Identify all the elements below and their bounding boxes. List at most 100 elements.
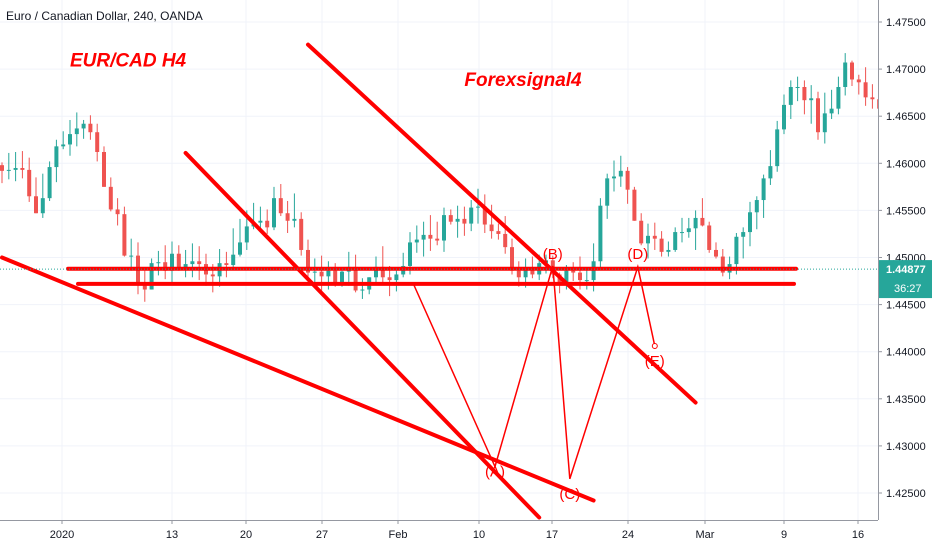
time-tick-label: 17 <box>546 529 558 541</box>
candle-body <box>40 198 45 214</box>
wave-path[interactable] <box>412 264 656 480</box>
candle-body <box>326 270 331 277</box>
candle-body <box>788 86 793 105</box>
candle-body <box>0 165 4 171</box>
time-tick-label: 10 <box>473 529 485 541</box>
candle-body <box>761 178 766 201</box>
candle-body <box>598 205 603 262</box>
price-tick-label: 1.43000 <box>886 441 926 453</box>
candle-body <box>380 266 385 278</box>
candle-body <box>54 146 59 168</box>
candle-body <box>353 266 358 291</box>
time-tick-label: 13 <box>166 529 178 541</box>
candle-body <box>863 82 868 98</box>
candle-body <box>584 280 589 282</box>
candle-body <box>680 232 684 234</box>
candle-body <box>503 233 508 248</box>
candle-body <box>312 271 317 273</box>
time-tick-label: Mar <box>696 529 715 541</box>
candle-body <box>224 263 229 266</box>
candle-body <box>265 220 270 228</box>
drawings[interactable] <box>0 42 878 520</box>
candle-body <box>340 271 344 284</box>
candle-body <box>571 270 576 273</box>
candle-body <box>102 151 106 187</box>
candle-body <box>244 226 249 243</box>
price-tick-label: 1.44500 <box>886 300 926 312</box>
price-tick-label: 1.46500 <box>886 111 926 123</box>
time-tick-label: 24 <box>622 529 634 541</box>
candle-body <box>115 209 120 215</box>
candle-body <box>435 238 440 241</box>
candle-body <box>258 220 263 223</box>
lower-descending-trendline[interactable] <box>0 255 596 503</box>
candle-body <box>421 234 426 240</box>
candle-body <box>27 169 32 197</box>
candle-body <box>20 168 25 170</box>
candle-body <box>469 207 474 224</box>
wave-label: (C) <box>559 486 580 503</box>
candle-body <box>612 176 616 179</box>
candle-body <box>197 261 202 265</box>
price-tick-label: 1.45500 <box>886 205 926 217</box>
price-badge <box>879 260 932 299</box>
candle-body <box>516 270 521 278</box>
candle-body <box>238 242 242 255</box>
candle-body <box>795 86 800 88</box>
candle-body <box>6 169 11 171</box>
time-axis[interactable]: 2020 13 20 27 Feb 10 17 24 Mar 9 16 <box>0 520 932 550</box>
wave-label: (E) <box>645 353 665 370</box>
candle-body <box>299 218 304 250</box>
annotation-text: Forexsignal4 <box>464 70 582 91</box>
time-tick-label: 9 <box>781 529 787 541</box>
candle-body <box>564 270 569 283</box>
candles <box>0 53 932 302</box>
price-tick-label: 1.44000 <box>886 347 926 359</box>
price-tick-label: 1.47000 <box>886 64 926 76</box>
time-tick-label: Feb <box>389 529 408 541</box>
candle-body <box>530 268 535 275</box>
candle-body <box>686 228 691 233</box>
upper-descending-trendline[interactable] <box>306 42 698 405</box>
time-tick-label: 2020 <box>50 529 74 541</box>
candle-body <box>666 249 671 252</box>
candle-body <box>333 270 338 284</box>
candle-body <box>61 144 66 147</box>
candle-body <box>13 168 18 170</box>
candle-body <box>88 123 93 133</box>
wave-label: (D) <box>627 246 648 263</box>
candle-body <box>707 225 712 250</box>
wave-label: (B) <box>543 246 563 263</box>
candle-body <box>741 232 746 237</box>
candle-body <box>782 104 786 130</box>
middle-descending-trendline[interactable] <box>183 150 542 520</box>
candle-body <box>394 274 399 281</box>
candle-body <box>734 236 739 265</box>
candle-body <box>95 132 100 152</box>
candle-body <box>836 86 841 109</box>
candle-body <box>455 218 460 222</box>
candle-body <box>68 134 72 145</box>
candle-body <box>285 213 290 221</box>
wave-end-point[interactable] <box>651 343 658 350</box>
candle-body <box>625 170 630 190</box>
price-axis[interactable]: 1.475001.470001.465001.460001.455001.450… <box>878 0 932 550</box>
candle-body <box>319 271 324 277</box>
candle-body <box>754 200 759 213</box>
candle-body <box>496 231 501 234</box>
candle-body <box>714 249 718 257</box>
candle-body <box>278 198 283 214</box>
candle-body <box>149 263 154 290</box>
candle-body <box>850 62 854 80</box>
candle-body <box>809 98 814 101</box>
wave-count[interactable]: (A) (B) (C) (D) (E) <box>412 246 665 503</box>
candle-body <box>646 235 650 244</box>
candle-body <box>578 272 582 281</box>
candle-body <box>618 170 623 177</box>
candle-body <box>414 239 419 243</box>
candle-body <box>156 262 161 264</box>
candle-body <box>81 123 86 129</box>
candle-body <box>822 113 827 133</box>
